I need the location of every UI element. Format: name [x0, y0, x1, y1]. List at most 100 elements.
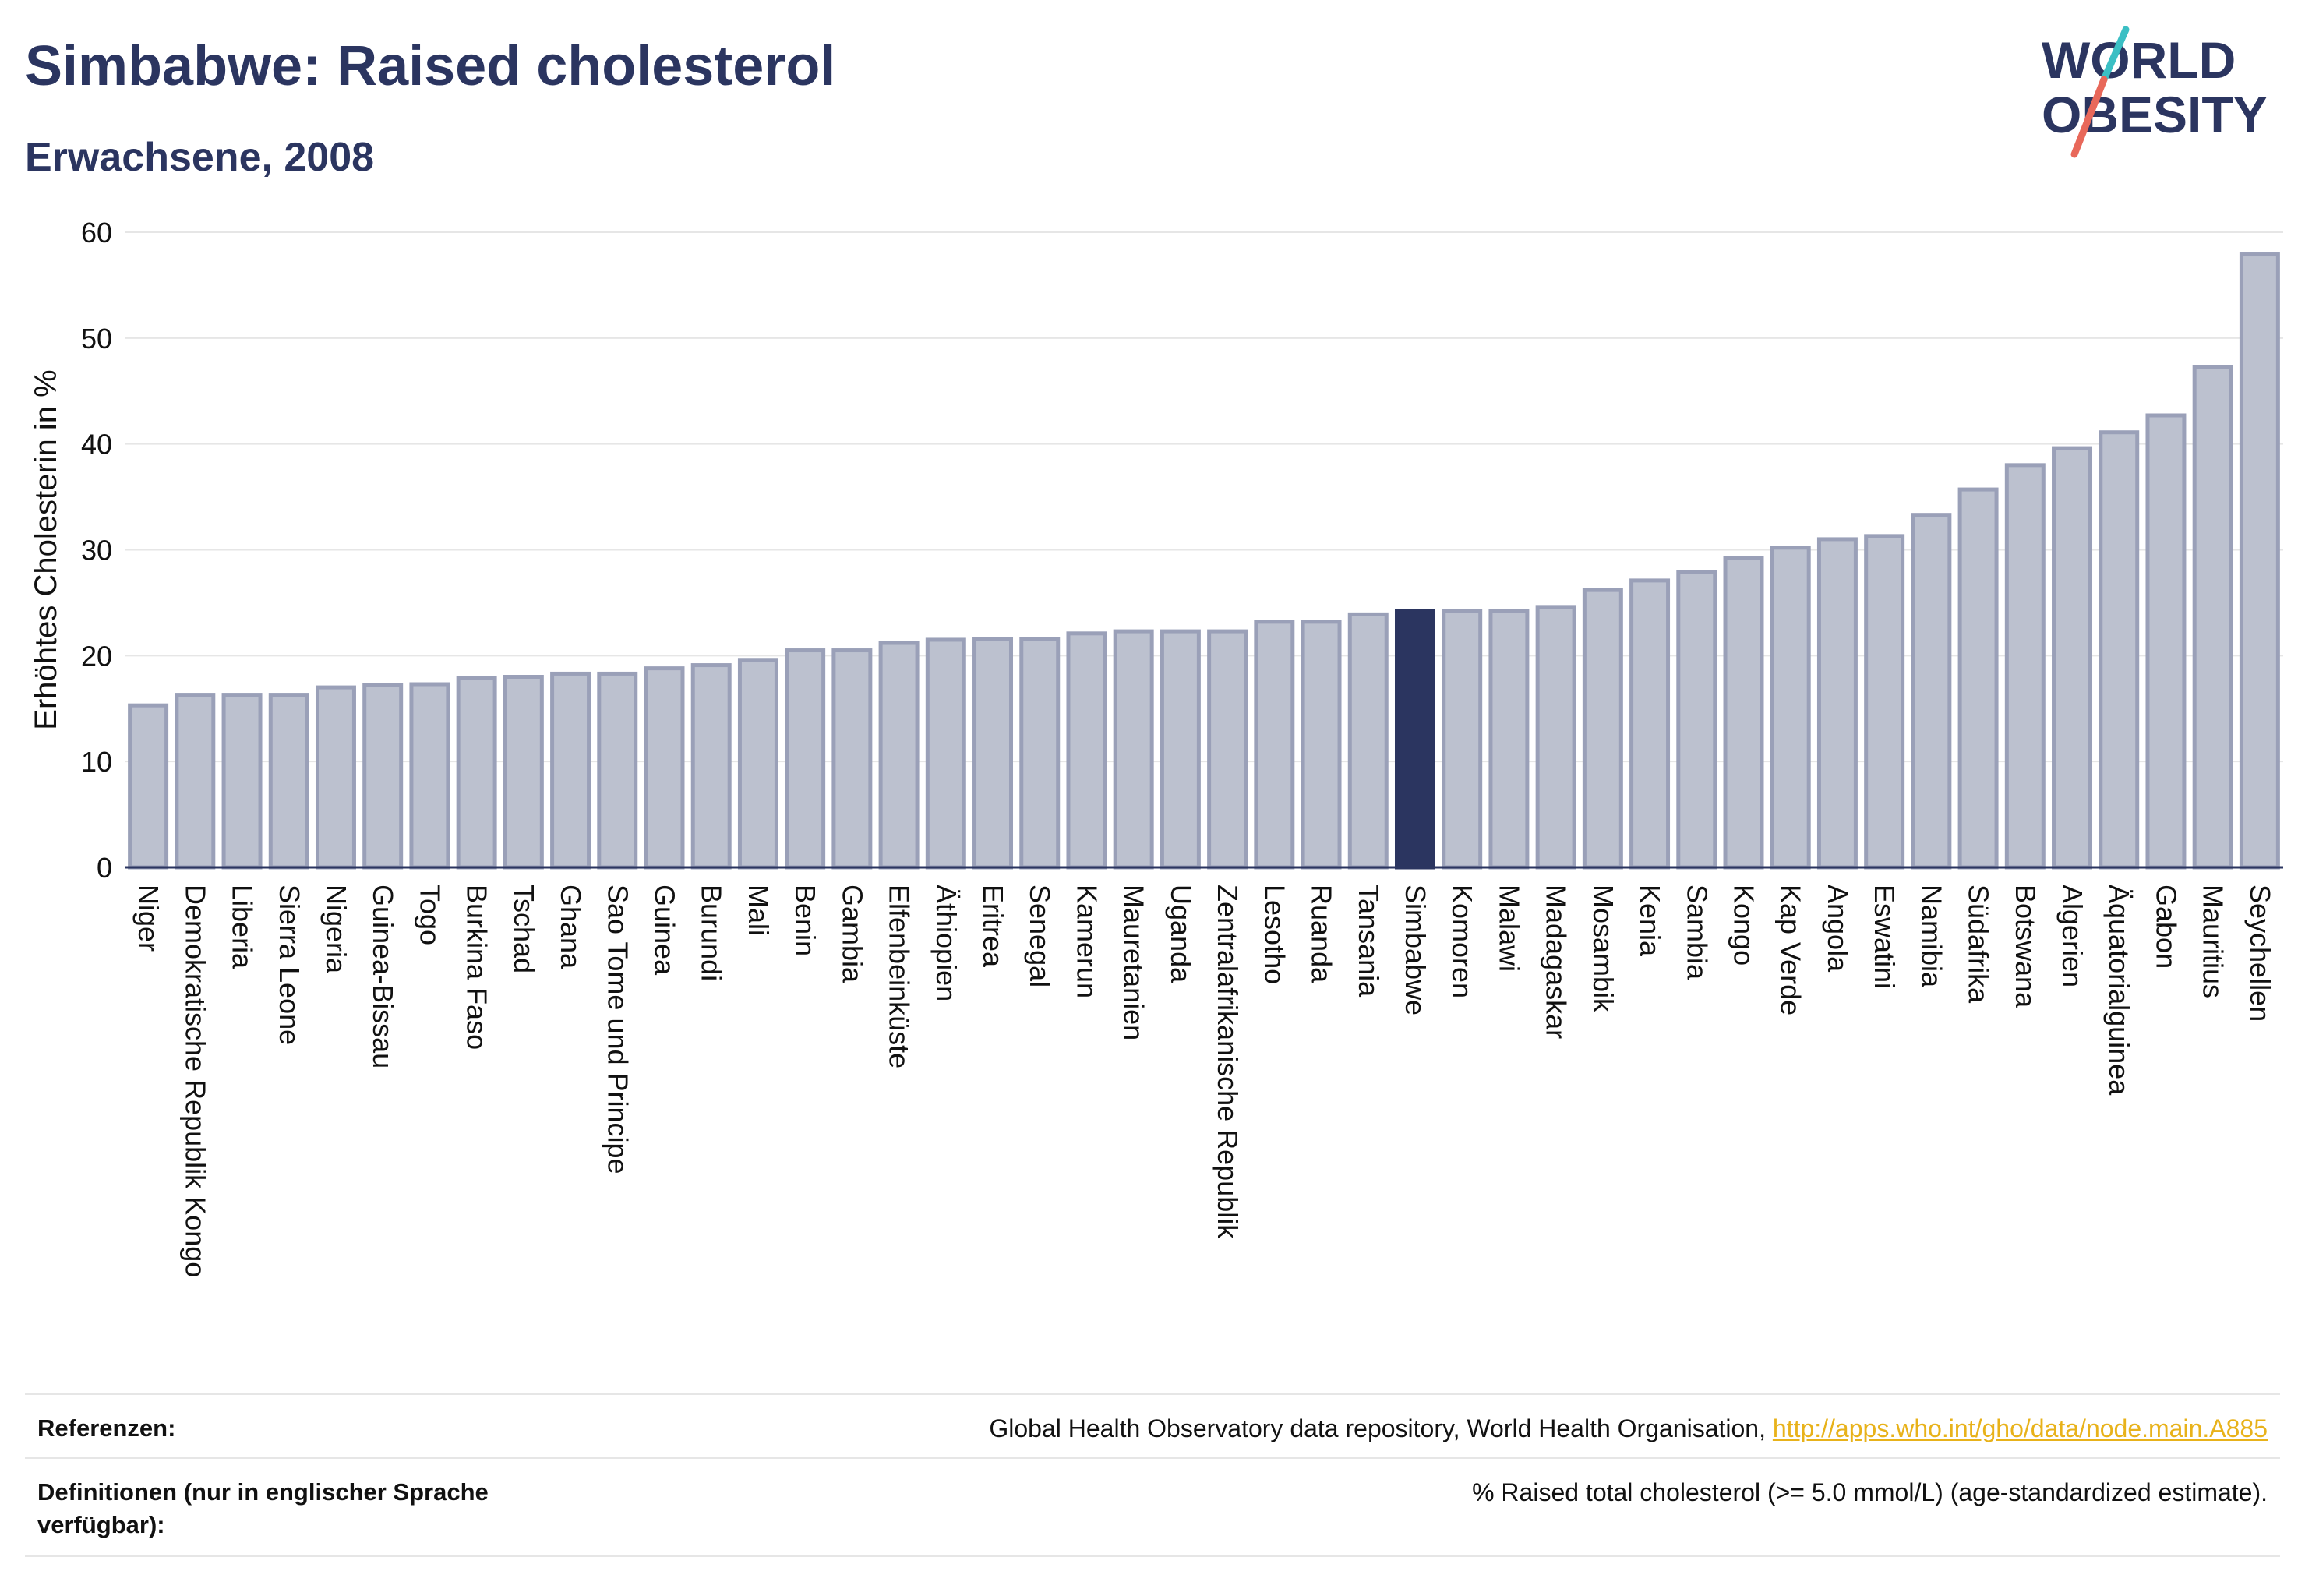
- references-value: Global Health Observatory data repositor…: [989, 1412, 2268, 1445]
- x-tick-label: Südafrika: [1963, 885, 1995, 1004]
- x-tick-label: Madagaskar: [1541, 885, 1573, 1039]
- x-tick-label: Mosambik: [1587, 885, 1619, 1013]
- x-tick-label: Kongo: [1728, 885, 1760, 966]
- world-obesity-logo: WORLD OBESITY: [2042, 26, 2268, 158]
- x-tick-label: Angola: [1822, 885, 1854, 973]
- bar-21: [1113, 629, 1154, 870]
- bar-20: [1066, 631, 1107, 870]
- x-tick-label: Uganda: [1165, 885, 1197, 983]
- x-tick-label: Nigeria: [320, 885, 352, 974]
- x-tick-label: Botswana: [2010, 885, 2042, 1008]
- bar-chart: 0 10 20 30 40 50 60 Erhöhtes Cholesterin in % Ni…: [29, 217, 2283, 1277]
- references-label: Referenzen:: [37, 1414, 176, 1442]
- y-tick-label: 50: [81, 323, 112, 355]
- definitions-row: Definitionen (nur in englischer Sprache …: [25, 1457, 2280, 1549]
- logo-slash-top: [2100, 26, 2130, 83]
- references-row: Referenzen: Global Health Observatory da…: [25, 1393, 2280, 1459]
- x-tick-label: Mauretanien: [1118, 885, 1150, 1040]
- x-tick-label: Ruanda: [1306, 885, 1338, 983]
- y-tick-label: 0: [97, 852, 112, 884]
- bar-11: [644, 666, 685, 870]
- bar-3: [268, 693, 309, 870]
- x-tick-label: Seychellen: [2244, 885, 2276, 1022]
- x-tick-label: Äquatorialguinea: [2103, 885, 2135, 1096]
- x-tick-label: Senegal: [1024, 885, 1056, 987]
- bar-44: [2192, 365, 2233, 870]
- x-tick-label: Elfenbeinküste: [884, 885, 916, 1068]
- bar-0: [128, 703, 169, 870]
- x-tick-label: Tansania: [1353, 885, 1385, 998]
- x-tick-label: Kamerun: [1071, 885, 1103, 998]
- bar-18: [972, 637, 1014, 870]
- bar-30: [1535, 605, 1576, 870]
- bar-42: [2099, 430, 2140, 870]
- bar-39: [1957, 487, 1999, 870]
- x-tick-label: Namibia: [1915, 885, 1947, 988]
- y-tick-label: 60: [81, 217, 112, 249]
- x-tick-label: Liberia: [227, 885, 259, 969]
- bar-23: [1207, 629, 1248, 870]
- x-tick-label: Ghana: [555, 885, 587, 969]
- x-tick-label: Tschad: [508, 885, 540, 973]
- x-tick-label: Sambia: [1681, 885, 1713, 980]
- x-tick-label: Algerien: [2056, 885, 2088, 987]
- bar-29: [1488, 609, 1530, 870]
- bar-33: [1676, 570, 1717, 870]
- definitions-label: Definitionen (nur in englischer Sprache …: [37, 1478, 489, 1538]
- y-tick-label: 30: [81, 535, 112, 567]
- bar-17: [925, 637, 966, 870]
- x-tick-label: Gabon: [2150, 885, 2182, 969]
- y-tick-label: 10: [81, 746, 112, 778]
- bar-12: [690, 663, 732, 870]
- x-tick-label: Kap Verde: [1775, 885, 1807, 1015]
- bar-15: [831, 648, 873, 870]
- bar-32: [1629, 578, 1671, 870]
- y-axis-label: Erhöhtes Cholesterin in %: [29, 369, 63, 729]
- bar-43: [2145, 413, 2187, 870]
- logo-text-world: WORLD: [2042, 31, 2236, 89]
- y-tick-label: 20: [81, 640, 112, 672]
- x-tick-label: Komoren: [1446, 885, 1478, 998]
- x-tick-label: Äthiopien: [930, 885, 962, 1001]
- bar-38: [1911, 513, 1952, 870]
- bar-41: [2052, 446, 2093, 870]
- bar-22: [1160, 629, 1201, 870]
- bar-34: [1723, 556, 1764, 870]
- references-link[interactable]: http://apps.who.int/gho/data/node.main.A…: [1772, 1414, 2268, 1442]
- x-tick-label: Togo: [414, 885, 446, 945]
- page-title: Simbabwe: Raised cholesterol: [25, 35, 836, 97]
- bar-9: [550, 671, 591, 870]
- logo-slash-bottom: [2070, 76, 2108, 158]
- bar-7: [456, 676, 497, 870]
- x-tick-label: Malawi: [1493, 885, 1525, 972]
- x-tick-label: Eswatini: [1869, 885, 1901, 989]
- x-tick-label: Lesotho: [1258, 885, 1290, 984]
- bar-13: [737, 658, 778, 870]
- bar-6: [409, 682, 450, 870]
- bar-24: [1254, 620, 1295, 870]
- x-tick-label: Guinea: [649, 885, 681, 976]
- bar-27: [1394, 609, 1435, 870]
- bar-16: [878, 641, 920, 870]
- bar-26: [1347, 612, 1389, 870]
- x-tick-label: Mauritius: [2197, 885, 2229, 998]
- x-tick-label: Kenia: [1634, 885, 1666, 957]
- x-tick-label: Niger: [132, 885, 164, 952]
- x-tick-label: Burundi: [696, 885, 728, 981]
- x-tick-label: Zentralafrikanische Republik: [1212, 885, 1244, 1239]
- x-tick-label: Benin: [789, 885, 821, 956]
- footer-bottom-rule: [25, 1555, 2280, 1557]
- bar-4: [315, 685, 356, 870]
- bar-5: [362, 683, 404, 870]
- x-tick-label: Mali: [743, 885, 775, 936]
- bar-35: [1770, 546, 1811, 870]
- x-tick-label: Sao Tome und Principe: [602, 885, 634, 1174]
- bar-10: [597, 671, 638, 870]
- bar-31: [1582, 588, 1623, 870]
- bar-45: [2239, 252, 2280, 870]
- x-tick-label: Demokratische Republik Kongo: [179, 885, 211, 1277]
- x-tick-label: Guinea-Bissau: [367, 885, 399, 1068]
- x-tick-label: Eritrea: [977, 885, 1009, 968]
- bar-28: [1442, 609, 1483, 870]
- bar-40: [2004, 463, 2046, 870]
